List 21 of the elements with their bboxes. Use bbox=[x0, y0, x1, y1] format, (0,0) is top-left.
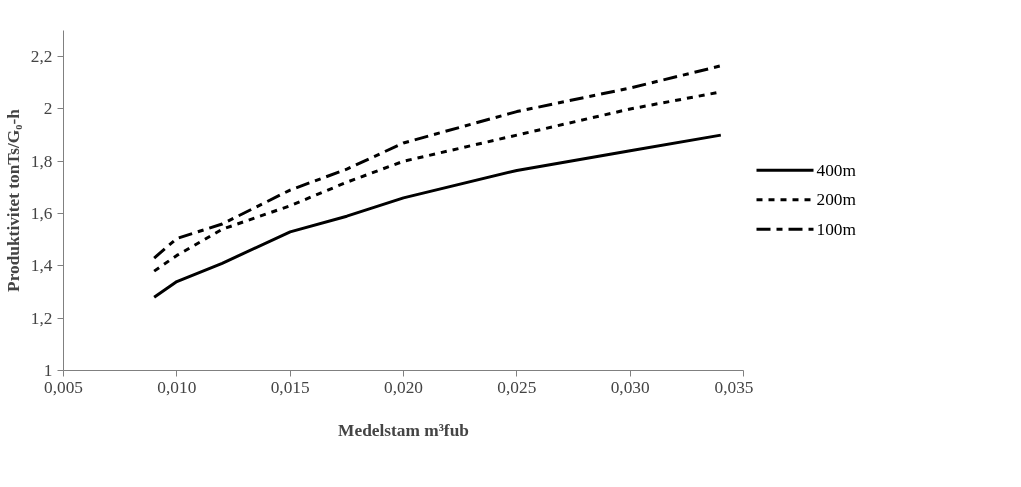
y-tick-label: 2 bbox=[43, 99, 53, 119]
y-axis-title: Produktivitet tonTs/G₀-h bbox=[3, 108, 23, 292]
x-tick-label: 0,020 bbox=[384, 377, 424, 397]
y-tick-label: 1 bbox=[43, 361, 53, 380]
y-tick-label: 2,2 bbox=[30, 47, 53, 67]
x-tick-label: 0,010 bbox=[157, 377, 197, 397]
y-tick-label: 1,2 bbox=[30, 308, 53, 328]
y-tick-label: 1,8 bbox=[30, 151, 53, 171]
x-tick-label: 0,035 bbox=[714, 377, 754, 397]
x-axis-title: Medelstam m³fub bbox=[338, 420, 469, 440]
x-tick-label: 0,030 bbox=[610, 377, 650, 397]
legend-label: 400m bbox=[816, 160, 857, 180]
legend-label: 200m bbox=[816, 190, 857, 210]
x-tick-label: 0,025 bbox=[497, 377, 537, 397]
y-tick-label: 1,6 bbox=[30, 204, 53, 224]
legend-label: 100m bbox=[816, 219, 857, 239]
line-series bbox=[152, 64, 723, 260]
x-tick-label: 0,005 bbox=[44, 377, 84, 397]
line-series bbox=[152, 133, 723, 299]
y-tick-label: 1,4 bbox=[30, 256, 53, 276]
x-tick-label: 0,015 bbox=[270, 377, 310, 397]
